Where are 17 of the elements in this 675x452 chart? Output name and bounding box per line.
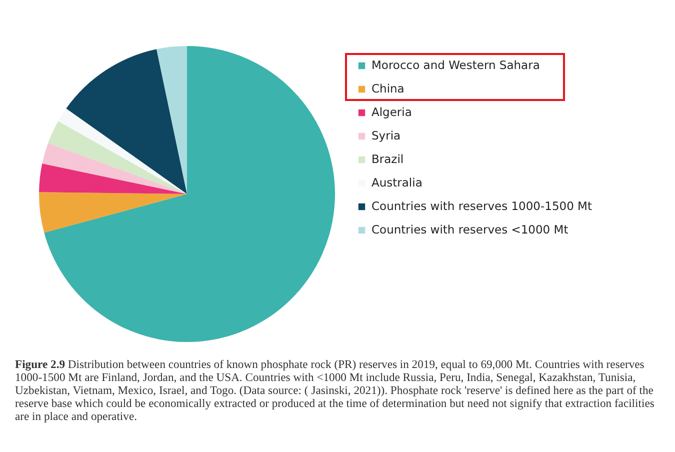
- pie-slice: [58, 108, 187, 194]
- pie-slice: [48, 121, 187, 194]
- legend-label: Australia: [372, 175, 422, 190]
- pie-slice: [39, 164, 187, 194]
- pie-slice: [44, 46, 335, 342]
- legend-label: Brazil: [372, 152, 404, 166]
- legend-label: Countries with reserves <1000 Mt: [372, 222, 569, 236]
- caption: Figure 2.9 Distribution between countries of known phosphate rock (PR) reserves in 2019, equal to 69,000 Mt. Countries with reserves 1000-1500 Mt are Finland, Jordan, and the USA. Countries with <1000 Mt include Russia, Peru, India, Senegal, Kazakhstan, Tunisia, Uzbekistan, Vietnam, Mexico, Israel, and Togo. (Data source: ( Jasinski, 2021)). Phosphate rock 'reserve' is defined here as the part of the reserve base which could be economically extracted or produced at the time of determination but need not signify that extraction facilities are in place and operative.: [15, 358, 656, 423]
- pie-slice: [42, 142, 187, 194]
- legend-label: Morocco and Western Sahara: [372, 58, 540, 72]
- pie-slice: [39, 192, 187, 233]
- legend-label: Syria: [372, 128, 401, 142]
- legend-label: China: [372, 81, 404, 96]
- pie-slice: [156, 46, 187, 194]
- legend-label: Algeria: [372, 104, 412, 119]
- legend-label: Countries with reserves 1000-1500 Mt: [372, 198, 592, 213]
- pie-slice: [66, 49, 187, 194]
